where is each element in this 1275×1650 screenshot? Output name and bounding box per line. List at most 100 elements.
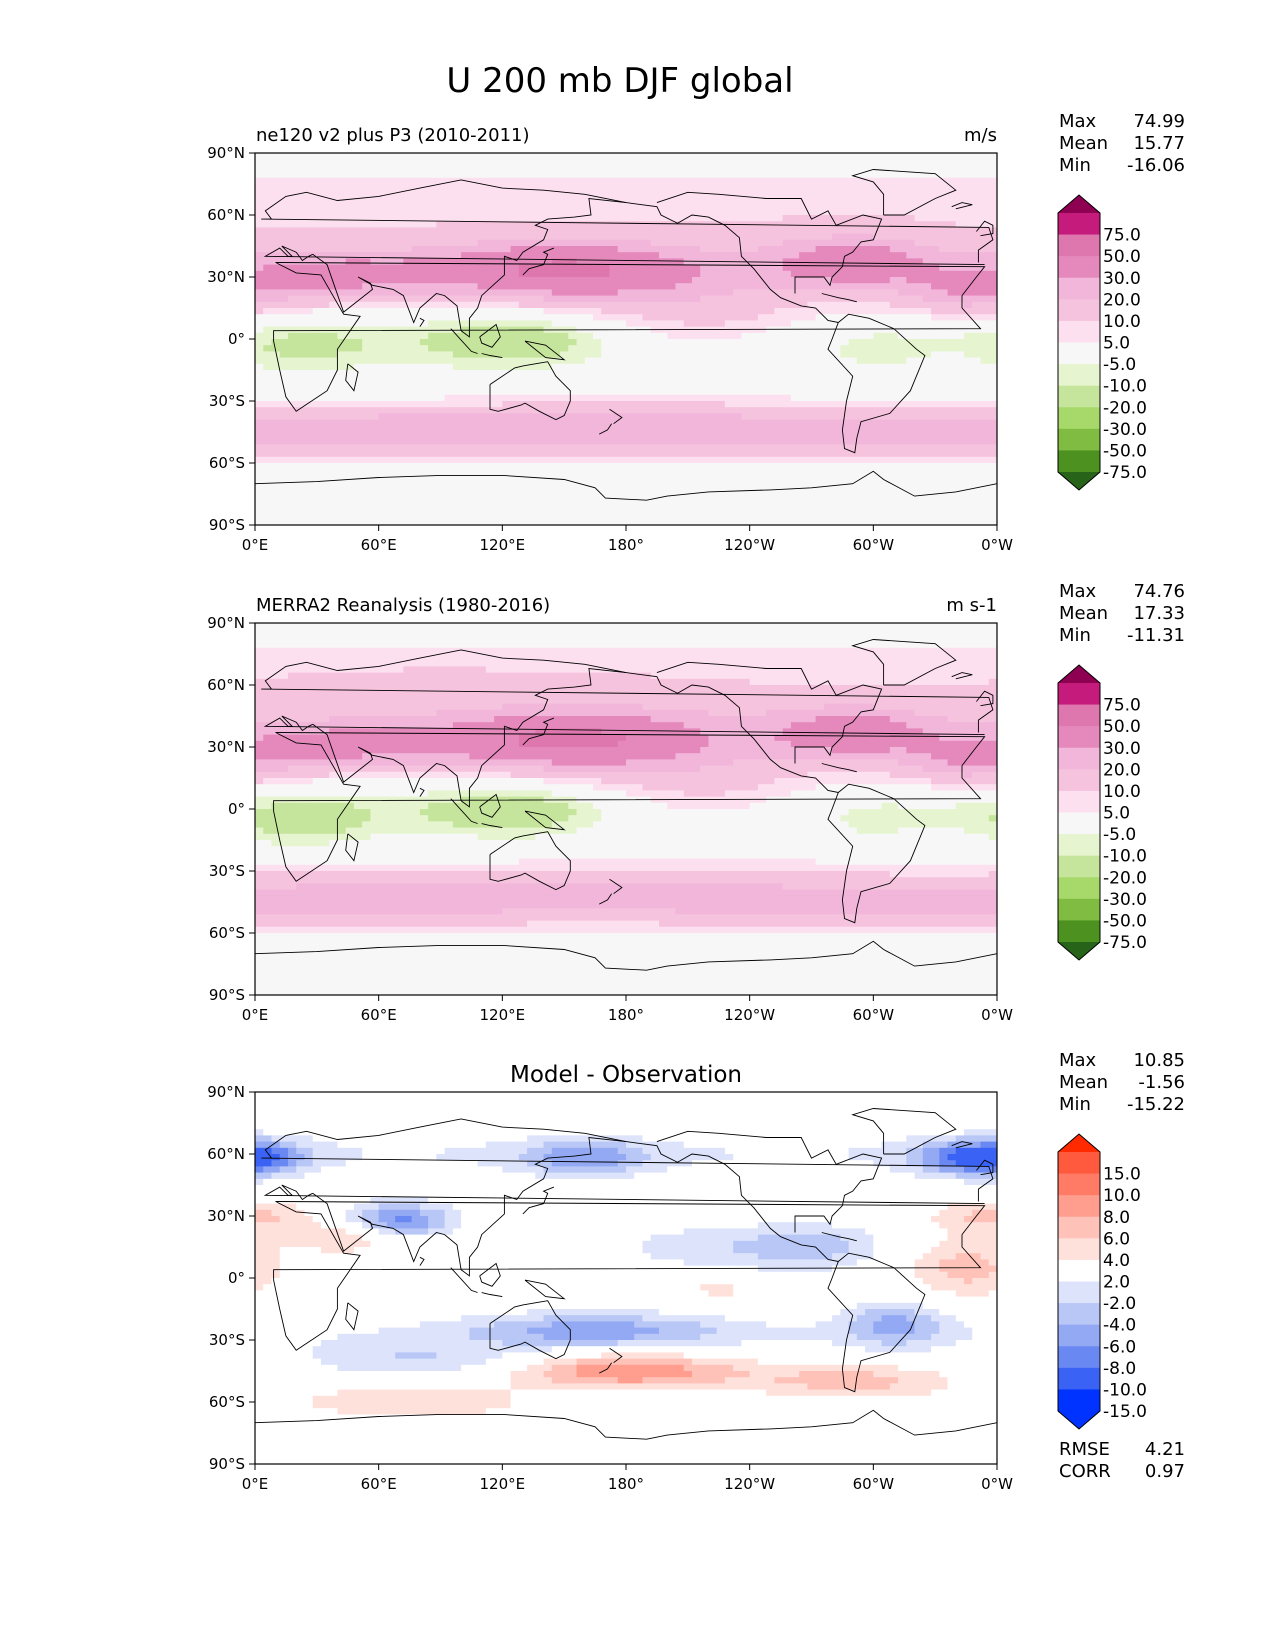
stat-value: -11.31 [1127, 625, 1185, 646]
stat-value: 10.85 [1133, 1050, 1185, 1071]
contour-cell [320, 1340, 504, 1347]
contour-cell [255, 1228, 347, 1236]
contour-cell [345, 1160, 479, 1168]
panel-1: 0°E 60°E 120°E 180° 120°W 60°W 0°W 90°N 60°N 30°N… [207, 111, 1185, 554]
contour-cell [724, 1315, 833, 1323]
contour-cell [255, 1098, 997, 1106]
contour-cell [255, 635, 997, 643]
contour-cell [766, 326, 997, 334]
contour-cell [955, 1135, 997, 1143]
x-tick-label: 0°E [242, 1475, 269, 1493]
panel-title: ne120 v2 plus P3 (2010-2011) [256, 125, 530, 146]
contour-cell [584, 357, 858, 365]
contour-cell [972, 301, 997, 309]
contour-cell [906, 1315, 932, 1323]
contour-cell [939, 246, 997, 253]
contour-cell [255, 1377, 512, 1385]
contour-cell [378, 1203, 421, 1211]
contour-cell [255, 221, 438, 229]
contour-cell [362, 1147, 446, 1155]
contour-cell [452, 1203, 949, 1211]
contour-cell [255, 1203, 298, 1211]
contour-cell [255, 678, 751, 686]
colorbar-segment [1058, 769, 1100, 792]
contour-cell [255, 450, 997, 458]
contour-cell [906, 1154, 924, 1161]
contour-cell [337, 351, 454, 359]
colorbar-segment [1058, 1324, 1100, 1347]
coastline [312, 667, 627, 808]
contour-cell [255, 833, 372, 841]
contour-cell [255, 1439, 997, 1447]
contour-cell [964, 351, 997, 359]
contour-cell [650, 1234, 759, 1242]
contour-cell [848, 809, 997, 816]
coastline [479, 793, 501, 818]
colorbar-tick-label: -50.0 [1103, 441, 1147, 461]
colorbar-extend-bottom [1058, 942, 1100, 960]
contour-cell [889, 301, 965, 309]
contour-cell [642, 1160, 693, 1168]
contour-cell [551, 1147, 619, 1155]
contour-cell [255, 629, 997, 637]
contour-cell [807, 771, 891, 779]
contour-cell [980, 357, 997, 365]
contour-cell [329, 728, 537, 736]
x-tick-label: 120°E [480, 536, 526, 554]
coastline [951, 1141, 973, 1149]
contour-cell [889, 1383, 949, 1391]
contour-cell [551, 790, 627, 798]
contour-cell [255, 401, 504, 408]
contour-cell [255, 759, 553, 767]
contour-cell [428, 802, 570, 810]
contour-cell [271, 1160, 289, 1168]
contour-cell [658, 1309, 842, 1316]
contour-cell [972, 1209, 997, 1217]
coastline [976, 1159, 994, 1176]
colorbar-tick-label: -20.0 [1103, 398, 1147, 418]
colorbar-segment [1058, 747, 1100, 770]
coastline [625, 202, 926, 454]
colorbar: 75.050.030.020.010.05.0-5.0-10.0-20.0-30… [1057, 194, 1147, 491]
contour-cell [683, 1141, 883, 1149]
contour-cell [255, 778, 265, 785]
contour-cell [255, 1402, 314, 1409]
contour-cell [543, 295, 701, 303]
contour-cell [757, 314, 817, 322]
colorbar-tick-label: 8.0 [1103, 1208, 1130, 1228]
contour-cell [263, 363, 355, 371]
contour-cell [485, 1141, 545, 1149]
contour-cell [642, 1315, 726, 1323]
contour-cell [576, 339, 603, 346]
contour-cell [889, 277, 908, 284]
y-tick-label: 30°S [209, 862, 245, 880]
contour-cell [741, 332, 875, 340]
contour-cell [766, 796, 997, 804]
contour-cell [255, 784, 594, 792]
contour-cell [255, 239, 479, 247]
contour-cell [436, 709, 710, 717]
coastline [312, 197, 627, 338]
contour-cell [700, 1321, 767, 1329]
contour-cell [255, 753, 363, 761]
contour-cell [378, 1228, 396, 1236]
contour-cell [634, 1321, 701, 1329]
contour-cell [255, 1346, 314, 1354]
contour-cell [255, 908, 504, 916]
contour-cell [436, 1352, 504, 1360]
contour-cell [255, 1259, 281, 1267]
coastline [481, 1292, 503, 1298]
contour-cell [551, 1346, 866, 1354]
contour-cell [255, 1265, 281, 1273]
contour-cell [931, 1333, 974, 1341]
contour-cell [255, 821, 363, 829]
contour-cell [617, 1377, 644, 1385]
coastline [851, 1108, 957, 1155]
contour-cell [362, 1209, 380, 1217]
contour-cell [741, 413, 997, 421]
contour-cell [255, 252, 462, 260]
contour-cell [914, 239, 997, 247]
contour-cell [922, 1154, 941, 1161]
contour-cell [964, 1129, 997, 1137]
contour-cell [790, 270, 997, 278]
